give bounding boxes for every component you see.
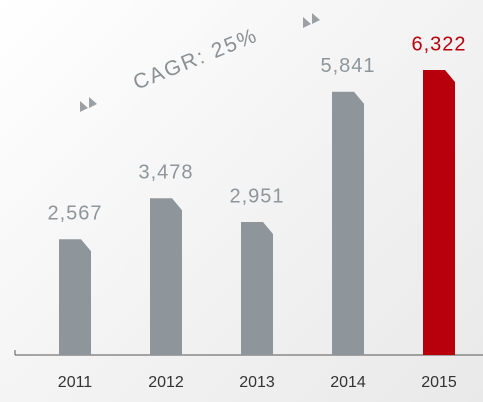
arrow-icon [80, 13, 320, 112]
value-label: 3,478 [138, 162, 193, 184]
x-tick-label: 2013 [239, 374, 275, 391]
value-label: 2,951 [229, 185, 284, 207]
bar [241, 221, 273, 355]
bar [423, 70, 455, 356]
annotation: CAGR: 25% [130, 24, 261, 95]
x-tick-label: 2012 [148, 374, 184, 391]
x-tick-label: 2011 [58, 374, 93, 391]
value-label: 5,841 [320, 55, 375, 77]
x-tick-label: 2014 [330, 374, 366, 391]
value-label: 2,567 [47, 203, 102, 225]
bar [150, 198, 182, 355]
bar [332, 91, 364, 355]
bar [59, 239, 91, 355]
x-tick-label: 2015 [421, 374, 457, 391]
value-label: 6,322 [411, 33, 466, 55]
